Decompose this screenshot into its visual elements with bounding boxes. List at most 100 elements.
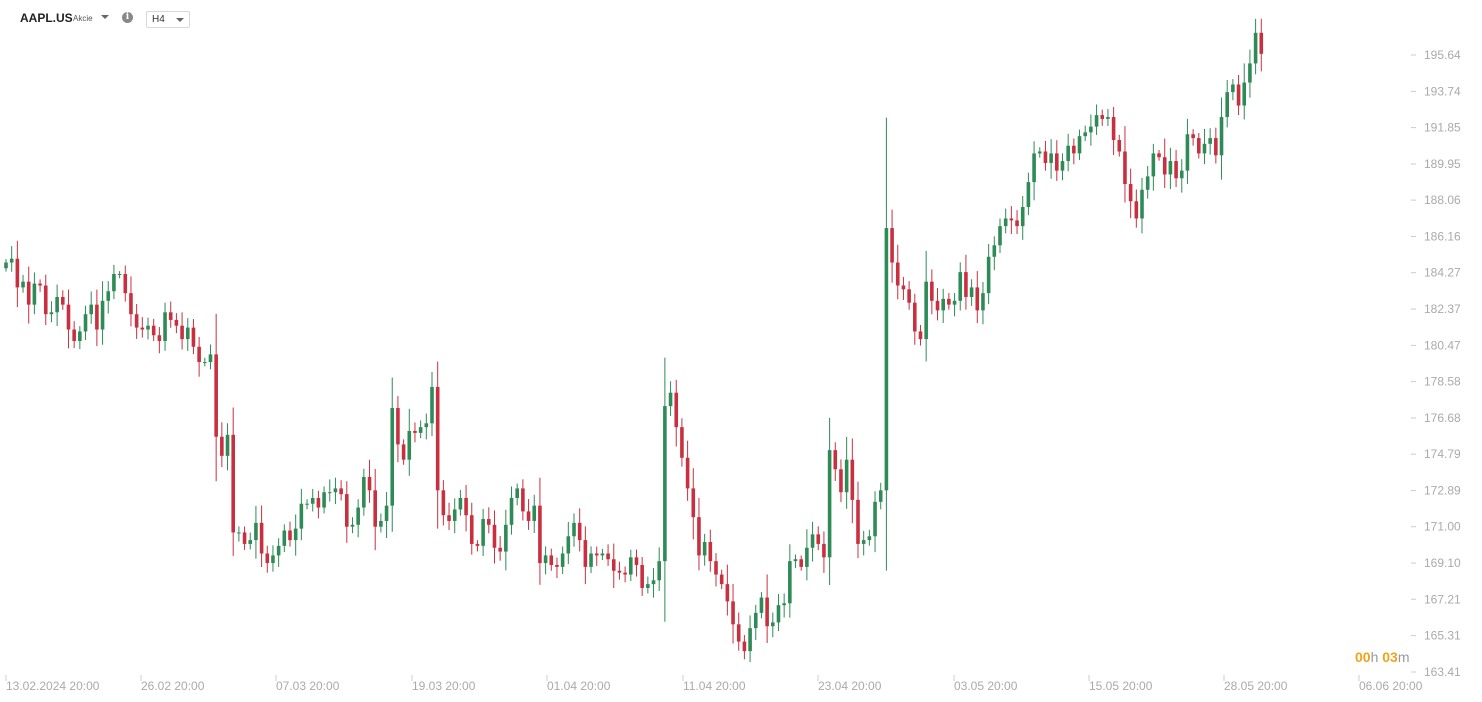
candle-body — [288, 530, 292, 541]
candle-body — [1219, 117, 1224, 156]
candle-body — [935, 300, 940, 311]
candle-body — [174, 319, 179, 326]
candle-body — [282, 530, 287, 546]
candle-body — [515, 488, 519, 498]
x-tick-label: 03.05 20:00 — [954, 679, 1018, 693]
candle-body — [890, 228, 894, 263]
candle-body — [327, 492, 332, 494]
candle-body — [197, 346, 201, 363]
candle-body — [680, 427, 684, 458]
candle-body — [322, 492, 326, 508]
candle-body — [4, 262, 8, 269]
candle-body — [788, 561, 792, 604]
candle-body — [504, 524, 508, 552]
candle-body — [112, 274, 116, 292]
candle-body — [555, 564, 559, 567]
candle-body — [907, 289, 911, 303]
info-icon[interactable]: i — [122, 12, 133, 23]
y-tick-label: 172.89 — [1424, 484, 1461, 498]
candle-body — [265, 553, 270, 564]
candle-body — [293, 528, 298, 541]
candle-body — [941, 298, 945, 311]
candle-body — [646, 584, 650, 588]
candle-body — [225, 434, 230, 456]
candle-body — [600, 553, 605, 556]
candle-body — [157, 335, 162, 342]
candle-body — [844, 459, 849, 493]
candle-body — [83, 314, 88, 332]
candle-body — [1077, 136, 1082, 154]
candle-body — [208, 354, 213, 363]
candle-body — [15, 258, 20, 288]
candle-body — [1049, 153, 1053, 163]
candle-body — [1248, 63, 1252, 83]
candle-body — [1117, 139, 1122, 152]
candle-body — [736, 624, 741, 642]
candle-body — [765, 597, 769, 627]
candle-body — [952, 300, 957, 305]
timeframe-caret-down-icon — [176, 18, 184, 22]
candle-body — [458, 497, 463, 510]
candle-body — [634, 557, 639, 565]
candle-body — [452, 509, 457, 521]
candle-body — [424, 423, 429, 428]
candle-body — [163, 312, 167, 342]
x-tick-label: 26.02 20:00 — [141, 679, 205, 693]
candle-body — [1253, 32, 1258, 64]
candle-body — [759, 597, 764, 613]
candle-body — [1151, 153, 1156, 177]
candle-body — [1032, 153, 1036, 183]
candle-body — [1168, 161, 1173, 175]
candle-body — [1128, 184, 1133, 202]
timeframe-select[interactable]: H4 — [146, 11, 190, 28]
candle-body — [299, 503, 304, 529]
candle-body — [231, 434, 235, 533]
x-tick-label: 28.05 20:00 — [1224, 679, 1288, 693]
candle-body — [1179, 170, 1184, 179]
candle-body — [339, 488, 343, 495]
y-tick-label: 169.10 — [1424, 556, 1461, 570]
candle-body — [947, 298, 951, 305]
candle-body — [21, 281, 25, 288]
candle-body — [1191, 134, 1195, 139]
candle-body — [549, 555, 554, 565]
candle-body — [810, 534, 815, 548]
candle-body — [1106, 117, 1110, 119]
candle-body — [435, 386, 440, 491]
candle-body — [572, 522, 576, 537]
y-tick-label: 163.41 — [1424, 665, 1461, 679]
x-tick-label: 06.06 20:00 — [1359, 679, 1423, 693]
candle-body — [1123, 151, 1127, 185]
candle-body — [606, 553, 610, 560]
countdown-minutes-unit: m — [1397, 649, 1410, 665]
candle-body — [203, 362, 207, 364]
candle-body — [191, 327, 196, 347]
candle-body — [123, 274, 128, 294]
candle-body — [276, 545, 281, 556]
candle-body — [822, 543, 826, 558]
candle-body — [89, 304, 93, 315]
candle-body — [878, 490, 883, 502]
candle-body — [708, 542, 713, 562]
candle-body — [509, 497, 514, 525]
candle-body — [526, 511, 531, 521]
candle-body — [594, 553, 599, 556]
candle-body — [413, 430, 417, 433]
symbol-caret-down-icon[interactable] — [101, 15, 109, 19]
candle-body — [356, 507, 360, 525]
candle-body — [719, 574, 724, 585]
candle-body — [316, 497, 321, 508]
candle-body — [685, 457, 690, 489]
candle-body — [1055, 153, 1059, 171]
candle-body — [345, 494, 349, 527]
instrument-type-label: Akcie — [73, 14, 93, 23]
candle-body — [640, 564, 644, 588]
candle-body — [543, 555, 548, 564]
countdown-hours: 00 — [1355, 649, 1371, 665]
candle-body — [617, 570, 622, 573]
candle-body — [1134, 201, 1139, 219]
candle-body — [146, 325, 150, 330]
symbol-label[interactable]: AAPL.US — [20, 11, 73, 25]
candle-body — [884, 228, 889, 491]
